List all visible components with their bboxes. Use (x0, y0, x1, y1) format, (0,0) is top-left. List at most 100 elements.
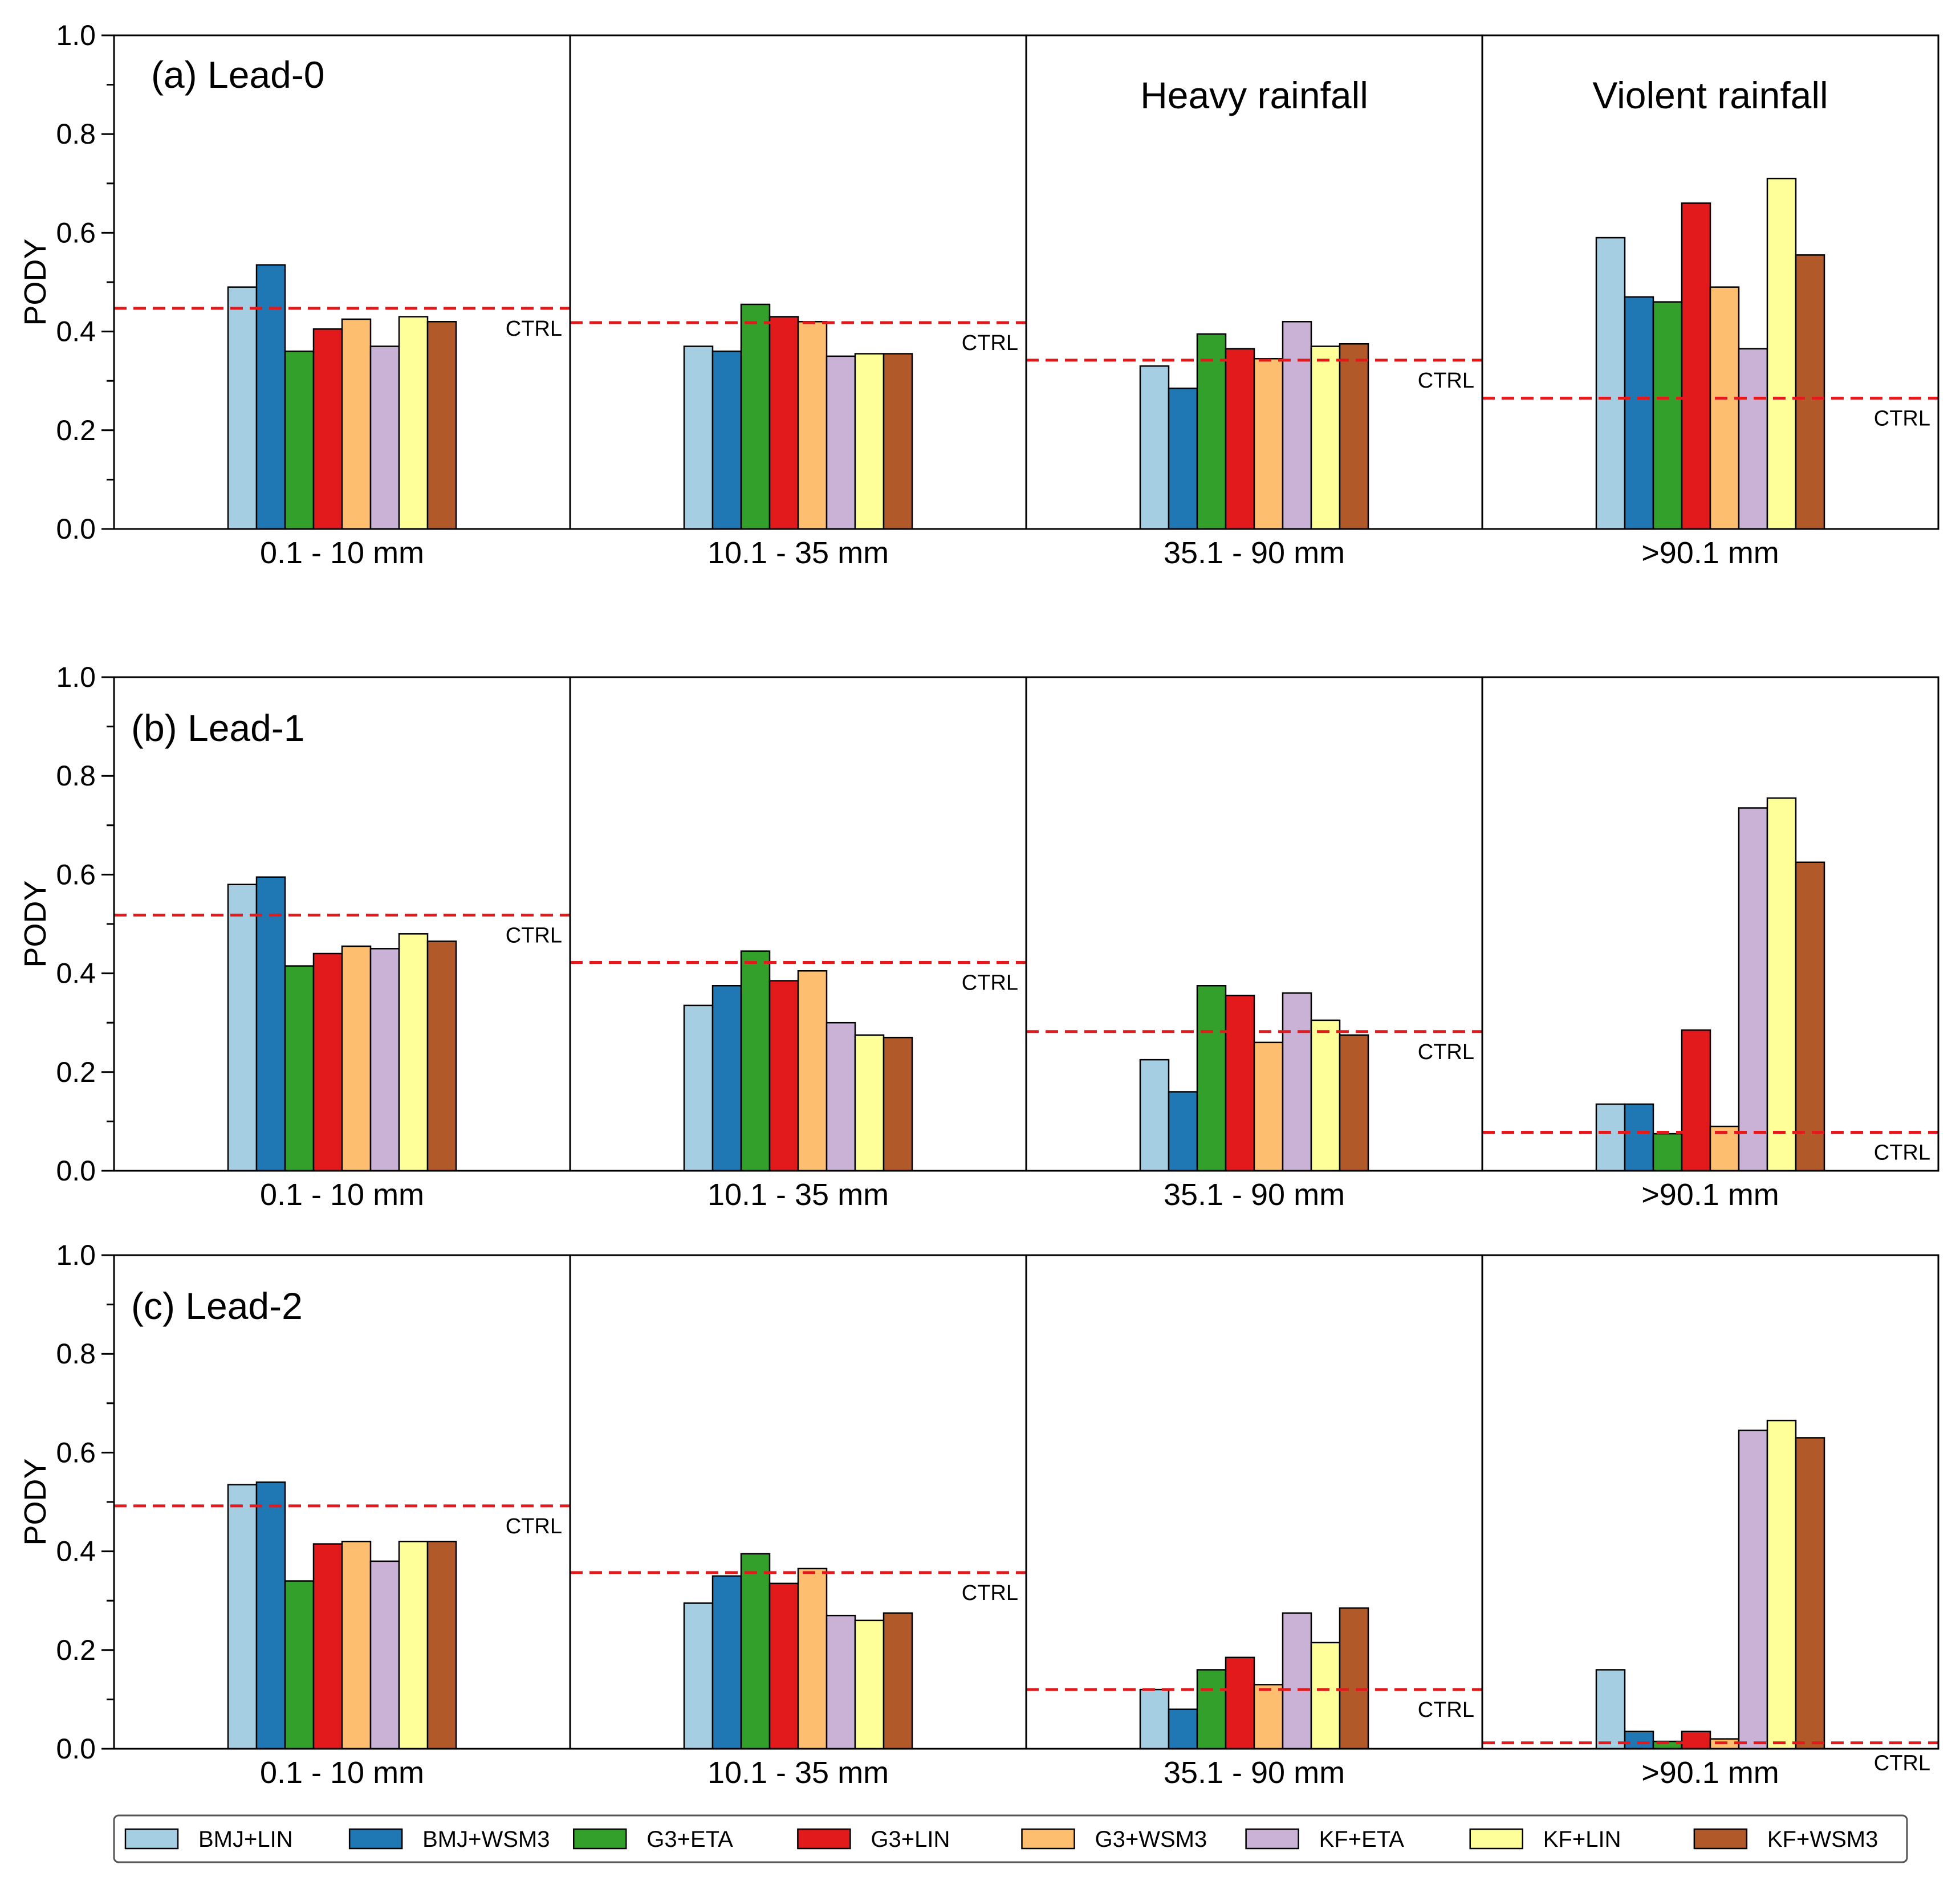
bar-g3-wsm3 (341, 1541, 372, 1750)
ctrl-label: CTRL (1418, 369, 1474, 393)
bar-bmj-lin (683, 345, 714, 530)
bar-g3-lin (1681, 202, 1711, 530)
bar-g3-lin (768, 316, 799, 530)
legend-label: KF+WSM3 (1767, 1827, 1878, 1852)
panels: 0.0 0.2 0.4 0.6 0.8 1.0 PODY CTRL 0.1 - 10 mm CTR… (18, 19, 1939, 1790)
bar-g3-eta (1652, 301, 1683, 530)
bar-bmj-wsm3 (711, 1575, 742, 1750)
x-category-label: 0.1 - 10 mm (260, 536, 424, 570)
bar-g3-lin (1681, 1731, 1711, 1750)
subpanel-title: Violent rainfall (1592, 74, 1828, 116)
bar-kf-wsm3 (426, 321, 457, 530)
bar-g3-eta (284, 965, 315, 1172)
bar-bmj-wsm3 (1624, 296, 1654, 530)
bar-bmj-lin (683, 1004, 714, 1172)
legend-label: G3+LIN (871, 1827, 950, 1852)
bar-kf-eta (1282, 992, 1312, 1172)
bar-g3-wsm3 (1709, 1125, 1740, 1172)
x-category-label: >90.1 mm (1641, 536, 1779, 570)
bar-kf-wsm3 (1339, 1034, 1369, 1172)
legend-swatch (1693, 1828, 1748, 1850)
legend-label: G3+ETA (646, 1827, 733, 1852)
bar-bmj-lin (227, 1484, 258, 1750)
legend-swatch (797, 1828, 851, 1850)
bar-bmj-wsm3 (1624, 1103, 1654, 1172)
bar-kf-wsm3 (1795, 861, 1825, 1172)
legend-item: G3+LIN (797, 1827, 950, 1852)
ctrl-label: CTRL (506, 923, 562, 947)
legend-item: KF+ETA (1245, 1827, 1405, 1852)
panel-a: 0.0 0.2 0.4 0.6 0.8 1.0 PODY CTRL 0.1 - 10 mm CTR… (18, 19, 1939, 570)
bar-bmj-wsm3 (711, 985, 742, 1172)
x-category-label: >90.1 mm (1641, 1178, 1779, 1212)
bar-kf-lin (854, 1619, 885, 1750)
bar-kf-wsm3 (426, 1541, 457, 1750)
bar-bmj-wsm3 (1168, 1708, 1198, 1750)
x-category-label: 10.1 - 35 mm (707, 1178, 889, 1212)
bar-kf-lin (398, 1541, 429, 1750)
y-tick-label: 0.8 (56, 760, 96, 792)
bar-kf-lin (854, 1034, 885, 1172)
x-category-label: 10.1 - 35 mm (707, 536, 889, 570)
bar-bmj-lin (1595, 1669, 1626, 1750)
legend-item: G3+WSM3 (1021, 1827, 1207, 1852)
bar-bmj-wsm3 (711, 350, 742, 530)
legend-item: G3+ETA (573, 1827, 733, 1852)
bar-bmj-lin (1595, 1103, 1626, 1172)
bar-bmj-lin (227, 884, 258, 1172)
bar-kf-eta (826, 1614, 856, 1750)
legend-swatch (348, 1828, 403, 1850)
y-tick-label: 0.2 (56, 1056, 96, 1088)
bar-kf-eta (369, 948, 400, 1172)
panel-b: 0.0 0.2 0.4 0.6 0.8 1.0 PODY CTRL 0.1 - 10 mm CTR… (18, 661, 1939, 1212)
bar-g3-eta (1652, 1133, 1683, 1172)
bar-kf-wsm3 (426, 941, 457, 1172)
bar-g3-wsm3 (1253, 1041, 1284, 1172)
bar-bmj-wsm3 (255, 1481, 286, 1750)
bar-bmj-lin (1595, 237, 1626, 530)
y-tick-label: 0.4 (56, 1536, 96, 1568)
ctrl-label: CTRL (1418, 1040, 1474, 1064)
panel-title: (c) Lead-2 (131, 1285, 303, 1327)
legend-label: KF+LIN (1543, 1827, 1621, 1852)
bar-g3-lin (1225, 348, 1255, 530)
bar-g3-eta (740, 303, 771, 530)
bar-bmj-lin (1139, 365, 1170, 530)
ctrl-label: CTRL (1874, 1752, 1930, 1776)
bar-bmj-lin (683, 1602, 714, 1750)
bar-g3-wsm3 (1253, 1684, 1284, 1750)
bar-kf-eta (1282, 321, 1312, 530)
panel-c: 0.0 0.2 0.4 0.6 0.8 1.0 PODY CTRL 0.1 - 10 mm CTR… (18, 1239, 1939, 1790)
bar-g3-eta (1196, 985, 1227, 1172)
y-tick-label: 0.6 (56, 217, 96, 249)
bar-kf-lin (1766, 177, 1797, 530)
legend-label: KF+ETA (1319, 1827, 1405, 1852)
ctrl-label: CTRL (962, 331, 1018, 355)
bar-kf-wsm3 (883, 353, 913, 530)
bar-kf-wsm3 (1795, 1437, 1825, 1750)
bar-kf-wsm3 (883, 1612, 913, 1750)
ctrl-label: CTRL (1874, 407, 1930, 431)
panel-title: (a) Lead-0 (151, 54, 325, 96)
bar-kf-eta (826, 355, 856, 530)
legend-item: BMJ+LIN (124, 1827, 293, 1852)
y-tick-label: 1.0 (56, 661, 96, 693)
bar-bmj-lin (227, 286, 258, 530)
y-tick-label: 1.0 (56, 1239, 96, 1271)
bar-kf-eta (1282, 1612, 1312, 1750)
bar-kf-lin (1766, 1419, 1797, 1750)
x-category-label: 35.1 - 90 mm (1164, 536, 1345, 570)
x-category-label: 35.1 - 90 mm (1164, 1756, 1345, 1790)
legend-swatch (1469, 1828, 1523, 1850)
legend-label: BMJ+WSM3 (422, 1827, 550, 1852)
y-tick-label: 0.6 (56, 858, 96, 890)
y-tick-label: 0.4 (56, 958, 96, 990)
y-axis-label: PODY (18, 238, 52, 325)
y-tick-label: 0.8 (56, 118, 96, 150)
y-tick-label: 0.8 (56, 1338, 96, 1370)
ctrl-label: CTRL (1874, 1141, 1930, 1165)
bar-bmj-wsm3 (255, 264, 286, 530)
bar-kf-lin (1310, 1642, 1341, 1750)
x-category-label: 0.1 - 10 mm (260, 1178, 424, 1212)
